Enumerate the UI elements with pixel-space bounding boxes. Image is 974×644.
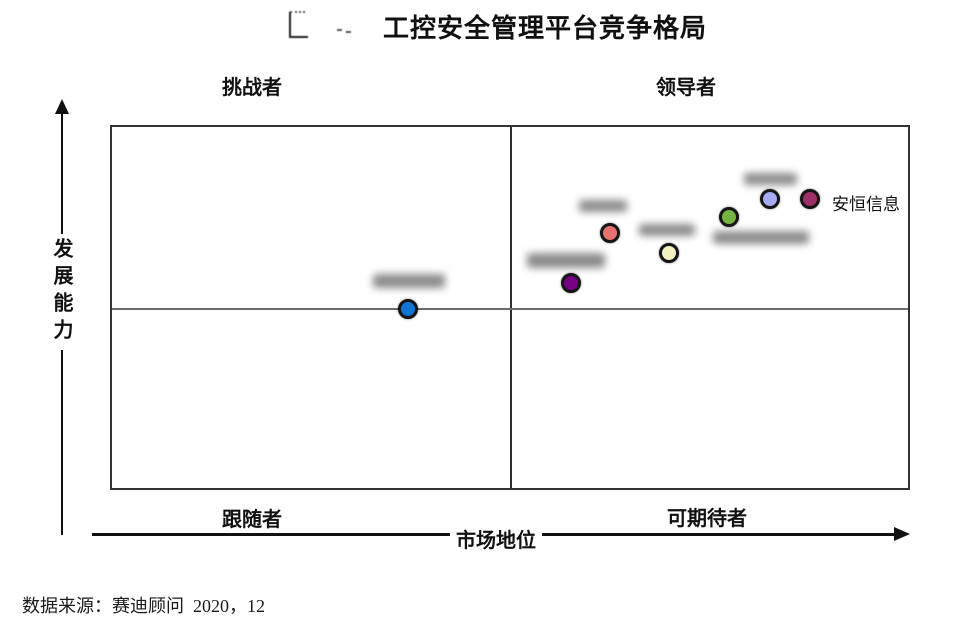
- redaction-mark: [290, 11, 305, 13]
- y-axis-label: 发展能力: [48, 234, 76, 350]
- x-axis-label: 市场地位: [450, 524, 542, 553]
- vertical-divider-line: [510, 127, 512, 488]
- x-axis-arrowhead-icon: [894, 527, 910, 541]
- quadrant-label-challengers: 挑战者: [222, 77, 282, 99]
- redaction-mark: [346, 31, 351, 33]
- horizontal-divider-line: [112, 308, 908, 310]
- chart-title: 工控安全管理平台竞争格局: [383, 13, 708, 43]
- data-source-note: 数据来源：赛迪顾问 2020，12: [22, 596, 265, 616]
- y-axis-arrowhead-icon: [55, 99, 69, 114]
- redacted-figure-number: [286, 10, 356, 42]
- redaction-mark: [337, 29, 342, 31]
- quadrant-label-followers: 跟随者: [222, 509, 282, 531]
- quadrant-label-leaders: 领导者: [656, 77, 716, 99]
- redaction-mark: [289, 12, 308, 38]
- quadrant-label-prospects: 可期待者: [667, 508, 747, 530]
- plot-area: [110, 125, 910, 490]
